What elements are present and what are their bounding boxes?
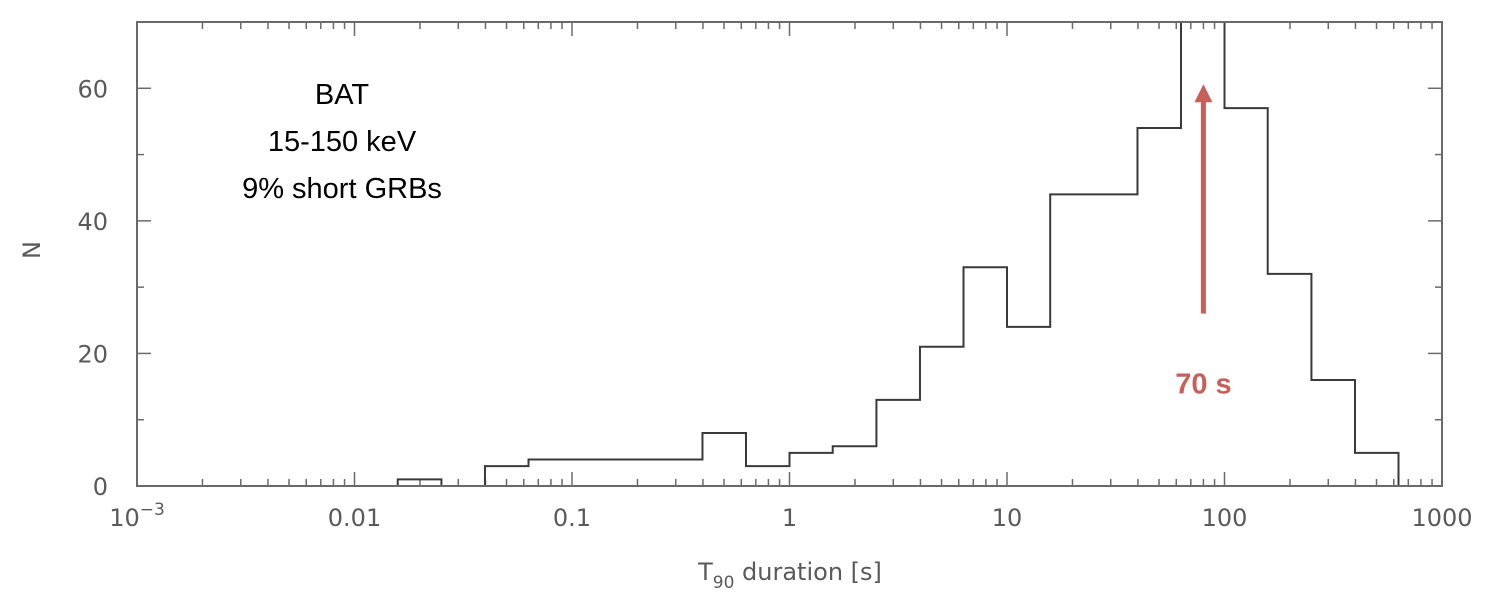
annotation-text: BAT 15-150 keV 9% short GRBs xyxy=(242,79,442,205)
plot-frame xyxy=(136,21,1443,487)
x-tick-label: 0.01 xyxy=(328,504,381,532)
annotation-line-energy: 15-150 keV xyxy=(268,126,417,158)
peak-arrow: 70 s xyxy=(1175,84,1232,401)
arrow-head xyxy=(1194,84,1213,103)
annotation-line-instrument: BAT xyxy=(315,79,370,111)
x-tick-label: 100 xyxy=(1202,504,1248,532)
y-tick-label: 20 xyxy=(77,340,108,368)
y-tick-labels: 0 20 40 60 xyxy=(77,75,108,501)
x-tick-label: 10−3 xyxy=(109,500,165,532)
y-tick-label: 40 xyxy=(77,208,108,236)
peak-label: 70 s xyxy=(1175,369,1231,401)
histogram-step-line xyxy=(137,21,1442,487)
x-tick-label: 1 xyxy=(782,504,797,532)
y-tick-label: 0 xyxy=(93,473,108,501)
x-tick-labels: 10−3 0.01 0.1 1 10 100 1000 xyxy=(109,500,1472,532)
x-axis-title: T90 duration [s] xyxy=(697,558,882,593)
y-axis-title: N xyxy=(18,241,46,259)
x-tick-label: 0.1 xyxy=(553,504,591,532)
x-tick-label: 1000 xyxy=(1411,504,1472,532)
annotation-line-fraction: 9% short GRBs xyxy=(242,173,442,205)
y-tick-label: 60 xyxy=(77,75,108,103)
x-tick-label: 10 xyxy=(992,504,1023,532)
